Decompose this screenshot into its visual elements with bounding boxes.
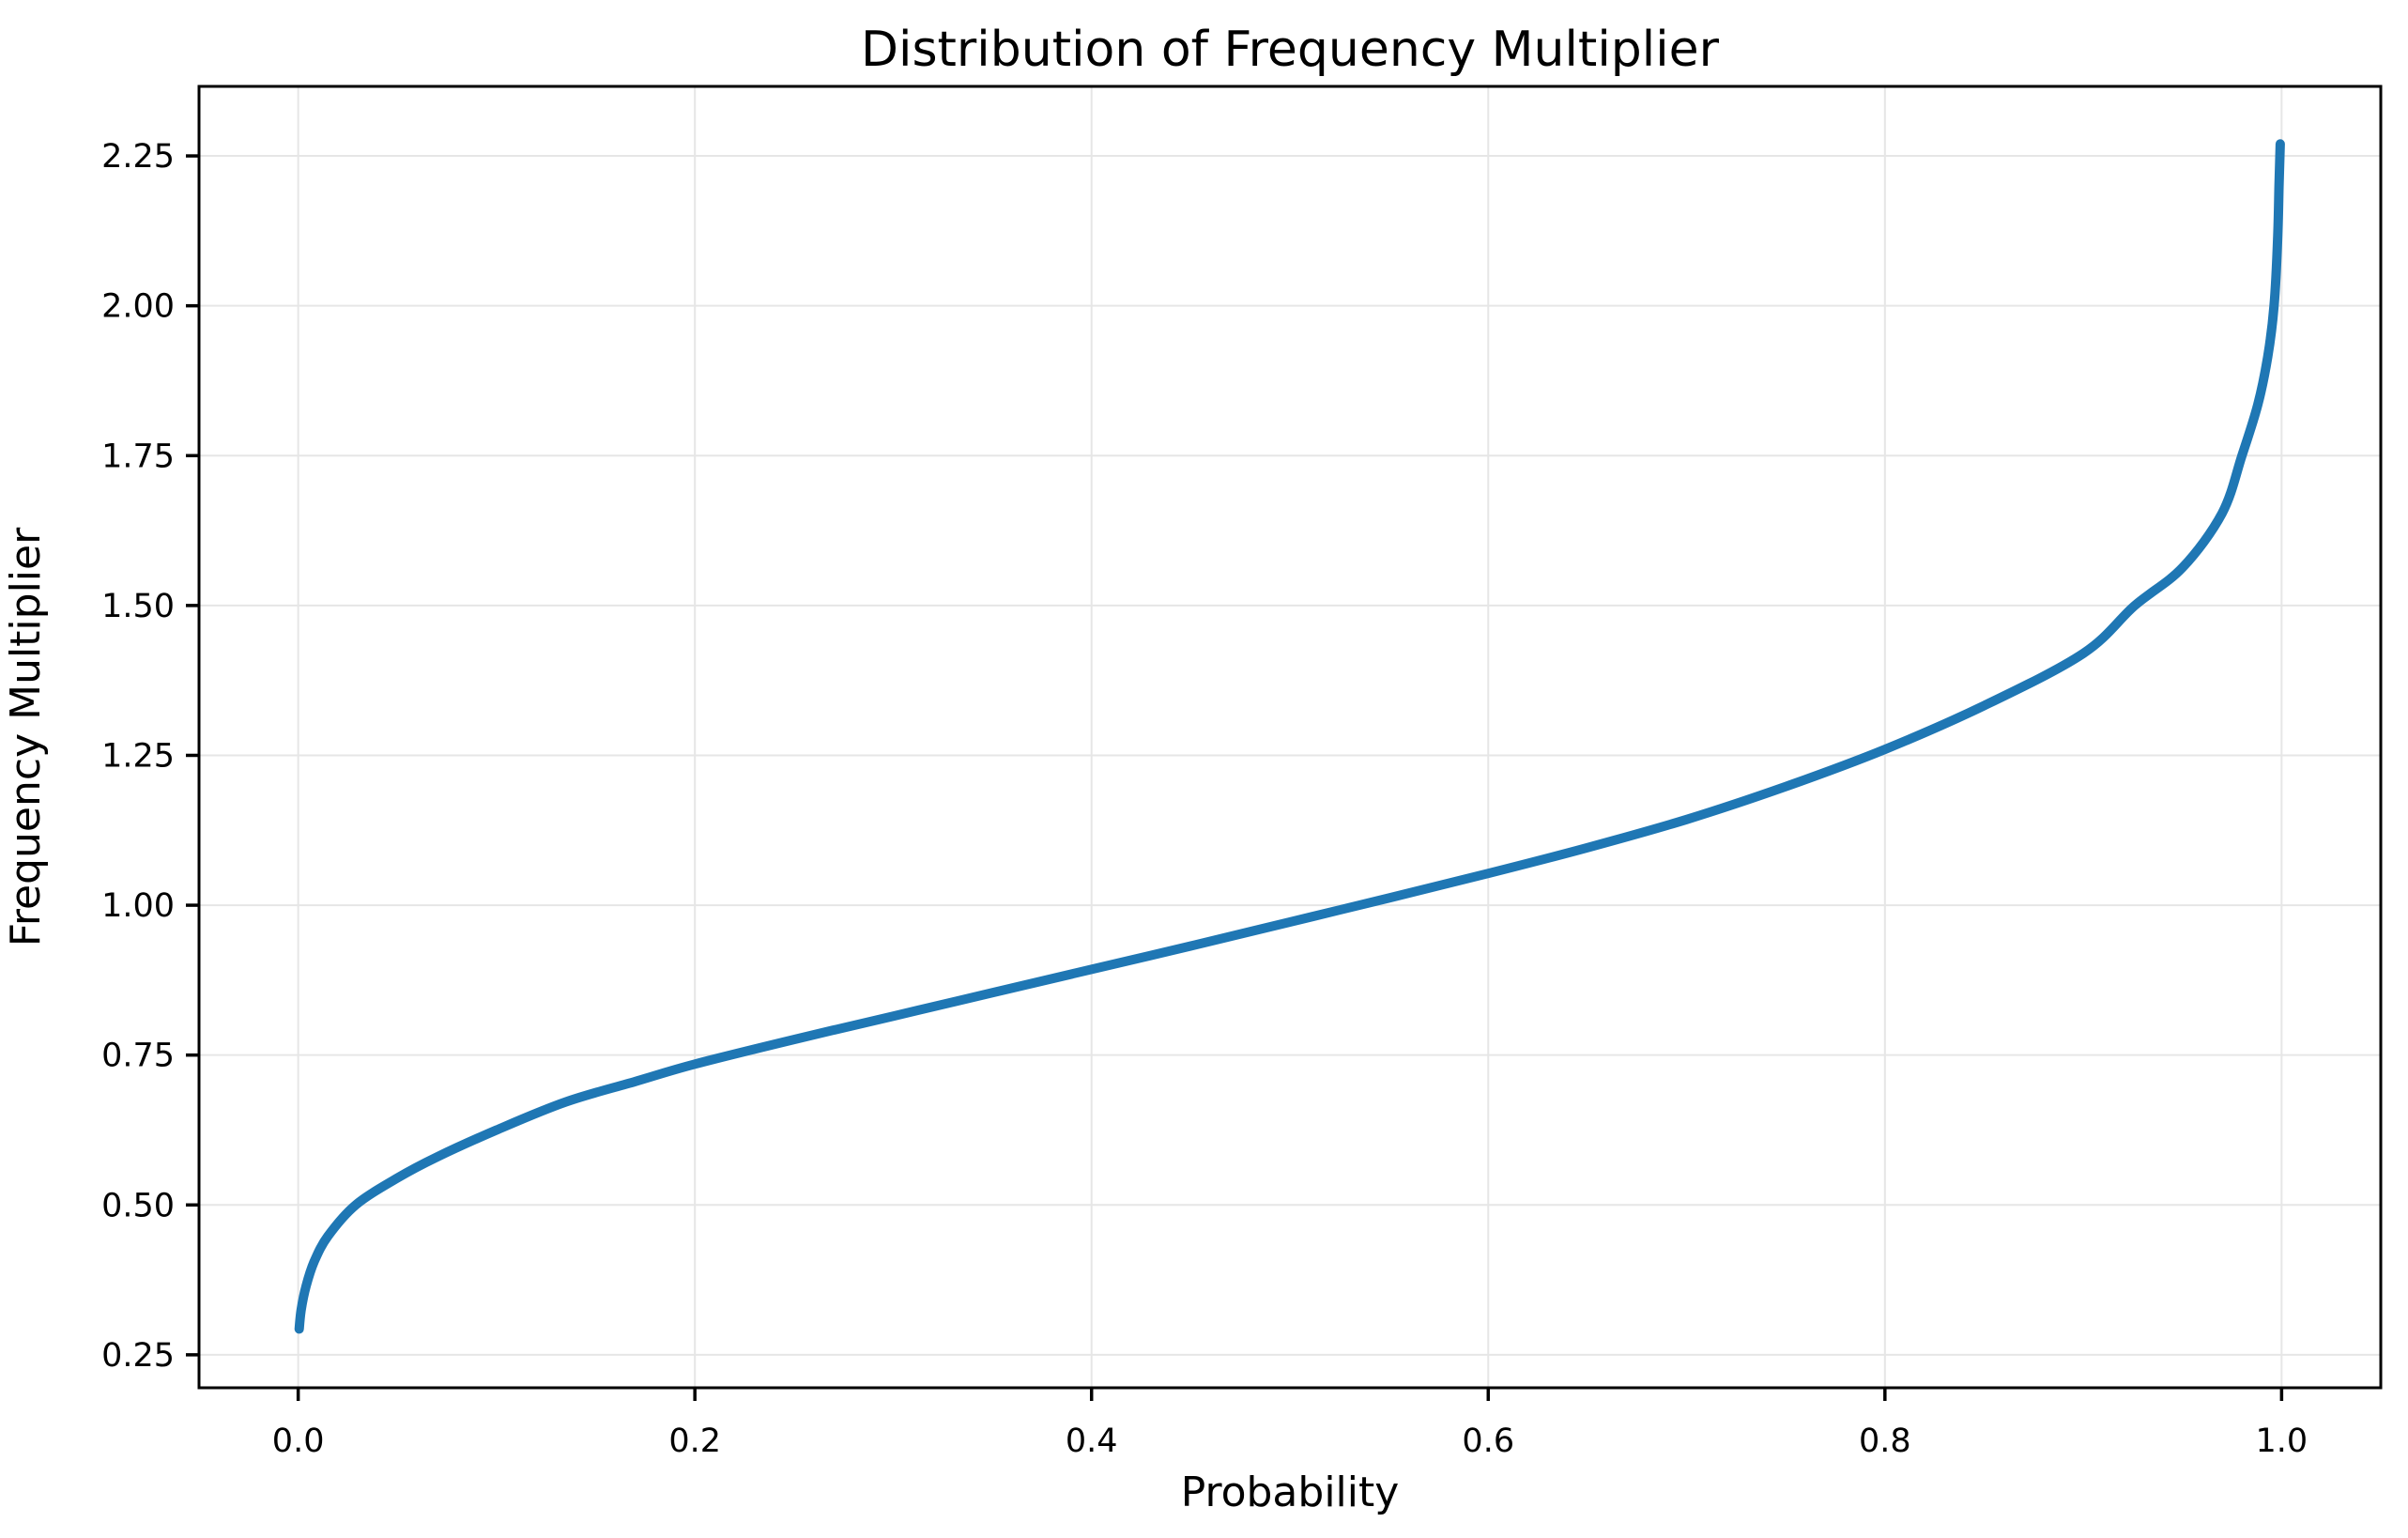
x-tick-label: 1.0	[2256, 1423, 2308, 1460]
x-axis-label: Probability	[1181, 1469, 1400, 1516]
chart-title: Distribution of Frequency Multiplier	[861, 22, 1720, 78]
y-tick-label: 1.50	[101, 588, 175, 625]
plot-border	[197, 85, 2383, 1390]
x-tick-label: 0.2	[668, 1423, 721, 1460]
y-tick-label: 0.75	[101, 1038, 175, 1075]
y-tick-label: 1.75	[101, 438, 175, 475]
y-axis-label: Frequency Multiplier	[2, 527, 50, 946]
tick-marks	[186, 154, 2284, 1401]
series-line	[294, 139, 2285, 1334]
y-tick-label: 1.25	[101, 737, 175, 775]
gridlines	[199, 86, 2381, 1388]
tick-labels: 0.0 0.2 0.4 0.6 0.8 1.0 0.25 0.50 0.75 1.00 1.25 1.…	[101, 138, 2308, 1460]
y-tick-label: 2.25	[101, 138, 175, 176]
x-tick-label: 0.0	[272, 1423, 325, 1460]
y-tick-label: 1.00	[101, 887, 175, 925]
y-tick-label: 0.50	[101, 1187, 175, 1224]
x-tick-label: 0.4	[1066, 1423, 1118, 1460]
y-tick-label: 0.25	[101, 1337, 175, 1375]
x-tick-label: 0.8	[1859, 1423, 1911, 1460]
y-tick-label: 2.00	[101, 288, 175, 326]
x-tick-label: 0.6	[1462, 1423, 1514, 1460]
